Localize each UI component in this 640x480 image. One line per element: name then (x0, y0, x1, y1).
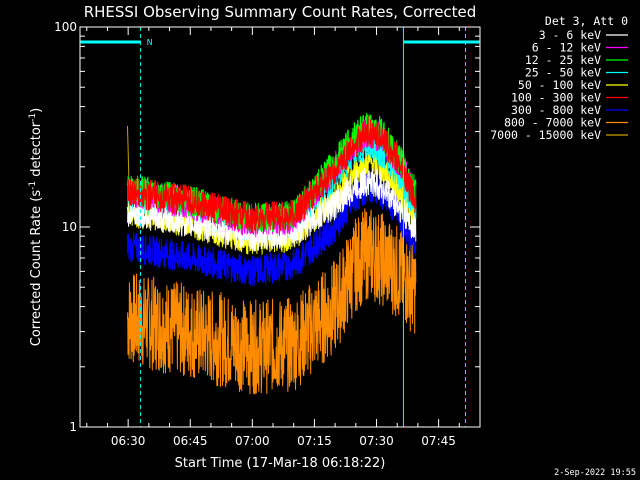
legend-label: 50 - 100 keV (518, 78, 601, 92)
x-tick-label: 06:30 (111, 434, 146, 448)
tick-layer: 06:30 06:45 07:00 07:15 07:30 07:45 1 10 100 (54, 20, 481, 448)
legend-label: 800 - 7000 keV (504, 116, 601, 130)
y-axis-label: Corrected Count Rate (s-1 detector-1) (28, 108, 44, 346)
y-tick-label: 10 (62, 220, 77, 234)
x-tick-label: 07:45 (421, 434, 456, 448)
legend-label: 100 - 300 keV (511, 91, 601, 105)
x-tick-label: 07:30 (359, 434, 394, 448)
x-tick-label: 07:00 (235, 434, 270, 448)
legend-label: 12 - 25 keV (525, 53, 601, 67)
series-800-7000-kev (127, 208, 417, 395)
data-layer (127, 112, 417, 395)
chart-title: RHESSI Observing Summary Count Rates, Co… (84, 3, 477, 21)
legend-label: 6 - 12 keV (532, 41, 601, 55)
y-tick-label: 100 (54, 20, 77, 34)
legend-label: 3 - 6 keV (539, 28, 601, 42)
legend-label: 25 - 50 keV (525, 66, 601, 80)
legend-label: 300 - 800 keV (511, 103, 601, 117)
series-300-800-kev (127, 169, 417, 287)
x-tick-label: 06:45 (173, 434, 208, 448)
series-3-6-kev (127, 167, 417, 252)
y-tick-label: 1 (69, 420, 77, 434)
x-tick-label: 07:15 (297, 434, 332, 448)
legend-label: 7000 - 15000 keV (490, 128, 601, 142)
series-100-300-kev (127, 116, 417, 234)
date-stamp: 2-Sep-2022 19:55 (554, 468, 636, 478)
flag-label: N (147, 38, 153, 47)
series-7000-15000-kev (127, 125, 130, 176)
legend-title: Det 3, Att 0 (545, 14, 628, 28)
x-axis-label: Start Time (17-Mar-18 06:18:22) (175, 456, 386, 471)
